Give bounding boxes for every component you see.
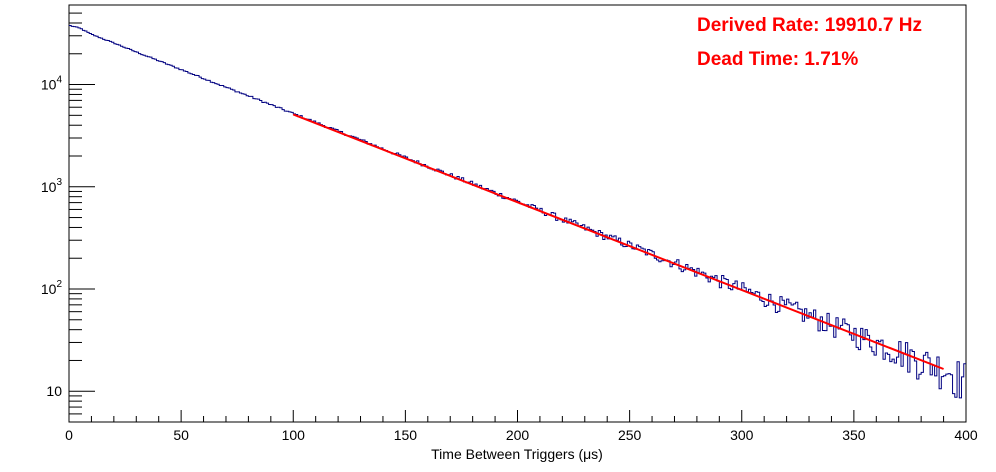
x-tick-label: 350 [842,427,866,443]
x-tick-label: 250 [618,427,642,443]
x-tick-label: 150 [394,427,418,443]
x-tick-label: 50 [173,427,189,443]
fit-line [292,113,944,370]
histogram-series [69,24,966,399]
x-axis-label: Time Between Triggers (μs) [431,446,603,462]
dead-time-annotation: Dead Time: 1.71% [697,49,859,70]
y-tick-label: 10 [46,383,62,399]
x-tick-label: 300 [730,427,754,443]
y-tick-label: 103 [41,177,63,195]
x-axis-ticks: 0 50 100 150 200 250 300 350 400 [65,410,978,443]
y-tick-label: 102 [41,279,63,297]
x-tick-label: 200 [506,427,530,443]
derived-rate-annotation: Derived Rate: 19910.7 Hz [697,15,922,36]
y-axis-ticks: 10 102 103 104 [41,4,95,423]
x-tick-label: 0 [65,427,73,443]
x-tick-label: 400 [954,427,978,443]
y-tick-label: 104 [41,75,63,93]
x-tick-label: 100 [282,427,306,443]
